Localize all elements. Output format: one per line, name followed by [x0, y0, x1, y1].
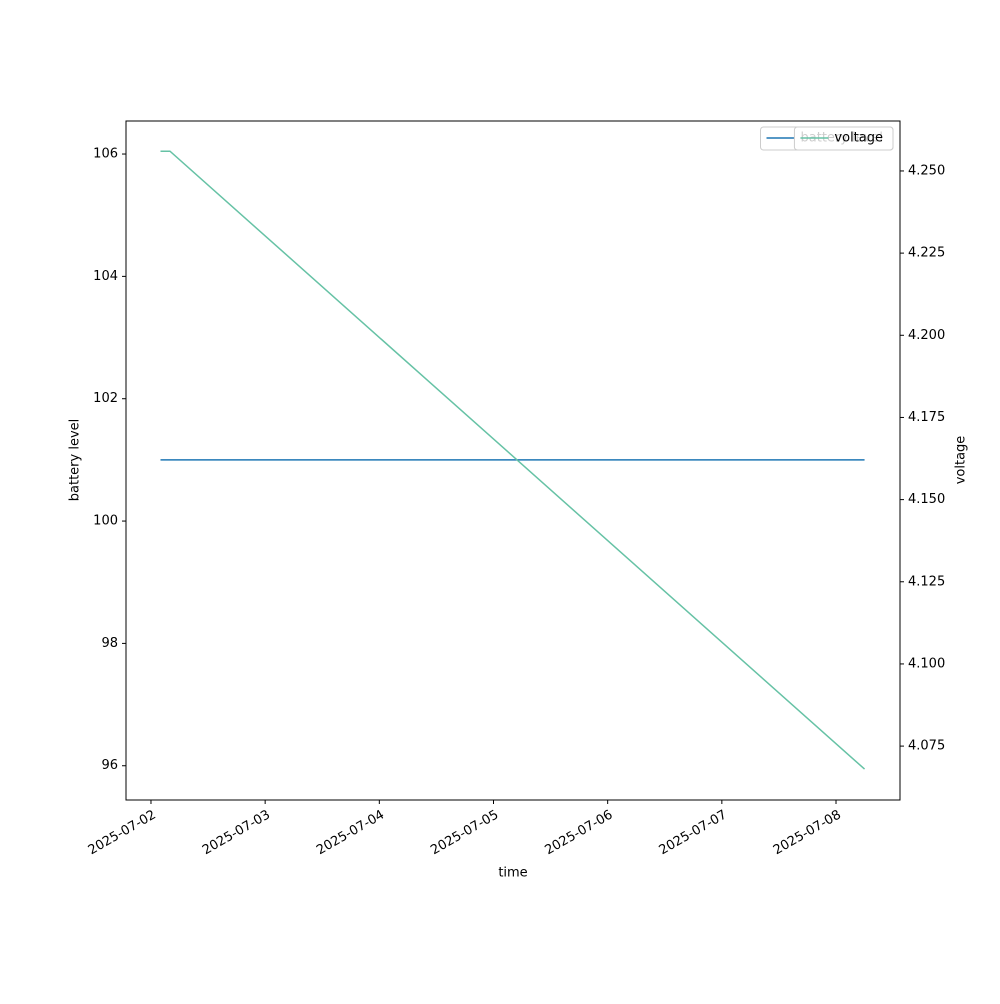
y2-tick-label: 4.200 — [908, 328, 945, 343]
y2-tick-label: 4.175 — [908, 410, 945, 425]
legend: voltage — [793, 126, 894, 151]
legend-box — [793, 126, 894, 151]
y2-tick-label: 4.125 — [908, 574, 945, 589]
y-tick-label: 96 — [101, 758, 118, 773]
y2-tick-label: 4.250 — [908, 163, 945, 178]
y2-axis-label: voltage — [954, 436, 969, 485]
y-axis-label: battery level — [68, 419, 83, 502]
y-tick-label: 98 — [101, 636, 118, 651]
y-tick-label: 104 — [93, 269, 118, 284]
y-tick-label: 102 — [93, 391, 118, 406]
plot-frame — [125, 120, 901, 801]
y2-tick-label: 4.225 — [908, 246, 945, 261]
legend-label: voltage — [834, 131, 883, 146]
y2-tick-label: 4.075 — [908, 739, 945, 754]
y-tick-label: 100 — [93, 514, 118, 529]
y-tick-label: 106 — [93, 147, 118, 162]
y2-tick-label: 4.100 — [908, 656, 945, 671]
x-axis-label: time — [498, 866, 527, 881]
y2-tick-label: 4.150 — [908, 492, 945, 507]
series-line — [160, 150, 866, 770]
